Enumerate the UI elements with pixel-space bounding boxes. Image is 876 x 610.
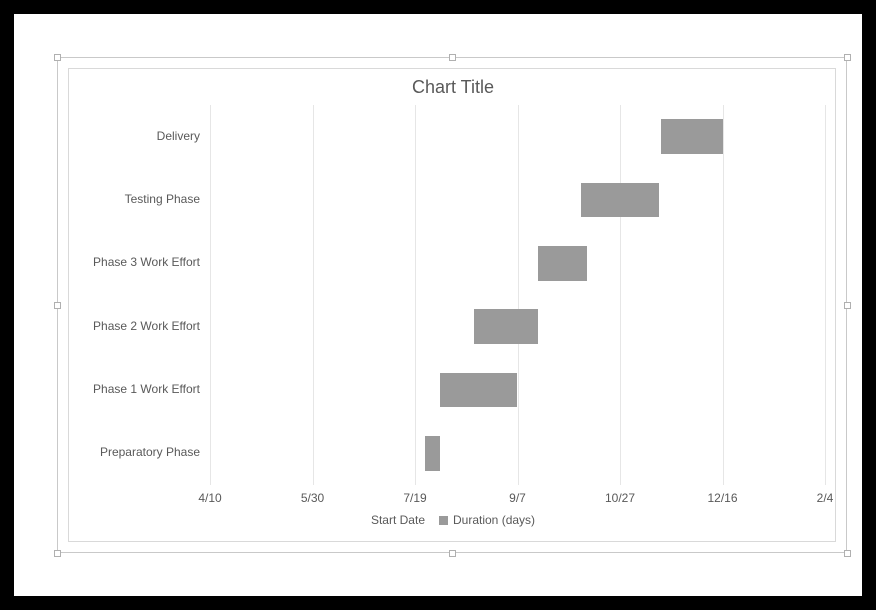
selection-handle[interactable] <box>54 54 61 61</box>
legend-label: Start Date <box>371 513 425 527</box>
y-category-label: Phase 3 Work Effort <box>93 255 200 269</box>
y-category-label: Phase 1 Work Effort <box>93 382 200 396</box>
gridline <box>210 105 211 485</box>
legend-label: Duration (days) <box>453 513 535 527</box>
y-category-label: Testing Phase <box>125 192 200 206</box>
gridline <box>723 105 724 485</box>
x-tick-label: 2/4 <box>817 491 834 505</box>
gantt-bar[interactable] <box>661 119 723 154</box>
gantt-bar[interactable] <box>440 373 518 408</box>
gridline <box>415 105 416 485</box>
legend-item[interactable]: Duration (days) <box>439 513 535 527</box>
selection-handle[interactable] <box>54 302 61 309</box>
y-category-label: Delivery <box>157 129 200 143</box>
gridline <box>620 105 621 485</box>
legend-item[interactable]: Start Date <box>371 513 425 527</box>
selection-handle[interactable] <box>844 550 851 557</box>
y-category-label: Phase 2 Work Effort <box>93 319 200 333</box>
plot-area <box>210 105 825 485</box>
x-tick-label: 12/16 <box>707 491 737 505</box>
gridline <box>518 105 519 485</box>
legend[interactable]: Start Date Duration (days) <box>69 513 837 527</box>
selection-handle[interactable] <box>844 54 851 61</box>
y-category-label: Preparatory Phase <box>100 445 200 459</box>
gridline <box>825 105 826 485</box>
gantt-bar[interactable] <box>474 309 538 344</box>
x-tick-label: 9/7 <box>509 491 526 505</box>
legend-swatch <box>439 516 448 525</box>
chart-title[interactable]: Chart Title <box>69 77 837 98</box>
selection-handle[interactable] <box>449 54 456 61</box>
x-tick-label: 7/19 <box>403 491 426 505</box>
gantt-bar[interactable] <box>538 246 587 281</box>
canvas: Chart Title Start Date Duration (days) 4/… <box>14 14 862 596</box>
selection-handle[interactable] <box>844 302 851 309</box>
x-tick-label: 4/10 <box>198 491 221 505</box>
gantt-bar[interactable] <box>581 183 659 218</box>
chart-area[interactable]: Chart Title Start Date Duration (days) 4/… <box>68 68 836 542</box>
gantt-bar[interactable] <box>425 436 439 471</box>
x-tick-label: 5/30 <box>301 491 324 505</box>
x-tick-label: 10/27 <box>605 491 635 505</box>
gridline <box>313 105 314 485</box>
selection-handle[interactable] <box>54 550 61 557</box>
selection-handle[interactable] <box>449 550 456 557</box>
